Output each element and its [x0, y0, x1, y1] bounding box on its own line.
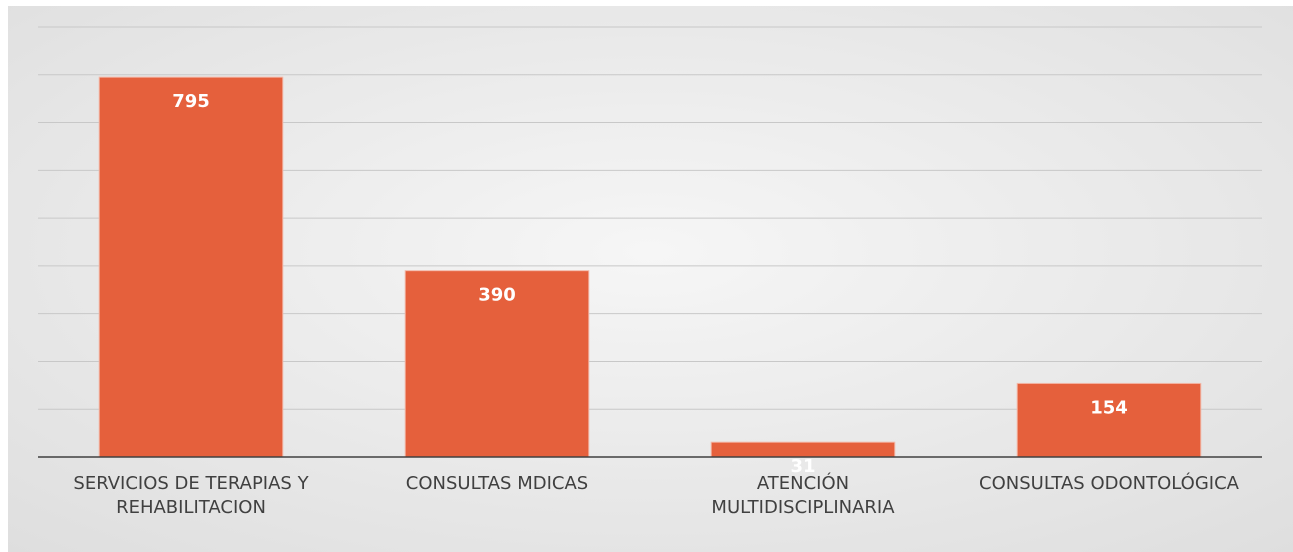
bar	[404, 270, 590, 458]
x-tick-label: ATENCIÓN MULTIDISCIPLINARIA	[711, 472, 895, 518]
bar	[1016, 382, 1202, 458]
x-tick-label: CONSULTAS ODONTOLÓGICA	[979, 472, 1240, 494]
data-label: 154	[1090, 397, 1128, 418]
data-label: 31	[790, 456, 815, 477]
bar	[710, 441, 896, 458]
x-tick-label: CONSULTAS MDICAS	[406, 473, 588, 494]
data-label: 390	[478, 285, 516, 306]
bar	[98, 76, 284, 458]
data-label: 795	[172, 91, 210, 112]
x-tick-label: SERVICIOS DE TERAPIAS Y REHABILITACION	[73, 473, 309, 518]
